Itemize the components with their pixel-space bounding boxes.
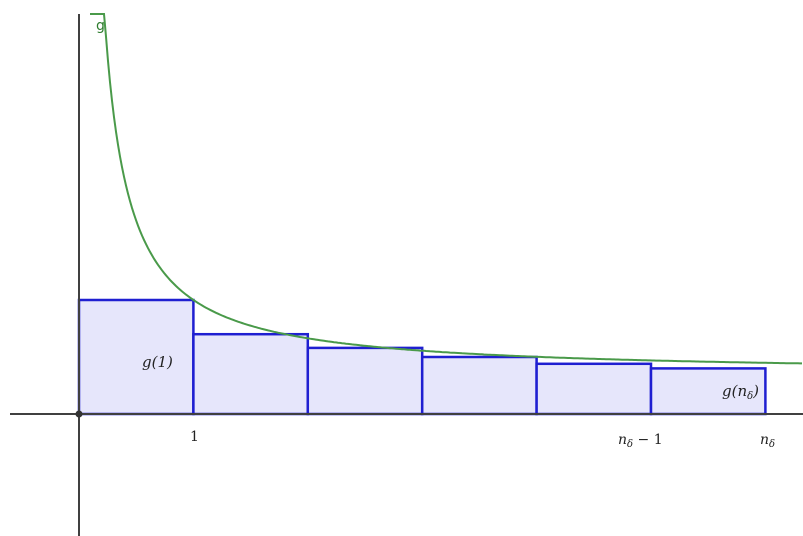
label-g-n-delta-sub: δ (747, 391, 753, 402)
tick-label-n-delta: nδ (760, 432, 775, 450)
tick-n-minus-one-base: n (618, 432, 627, 448)
tick-n-base: n (760, 432, 769, 448)
curve-g (90, 13, 802, 365)
label-g-n-delta: g(nδ) (722, 382, 759, 402)
tick-n-minus-one-rest: − 1 (633, 432, 663, 448)
tick-label-1: 1 (190, 429, 199, 445)
bar-4 (420, 355, 538, 416)
origin-point (75, 410, 83, 418)
tick-n-sub: δ (769, 439, 775, 450)
bars-group (77, 298, 767, 416)
bar-5 (535, 362, 653, 416)
tick-label-n-delta-minus-1: nδ − 1 (618, 432, 663, 450)
curve-label-g: g (96, 18, 105, 34)
label-g-1: g(1) (142, 353, 173, 371)
label-g-n-delta-base: g(n (722, 382, 747, 400)
bar-2 (192, 332, 310, 416)
bar-1 (77, 298, 195, 416)
bar-3 (306, 346, 424, 416)
tick-n-minus-one-sub: δ (627, 439, 633, 450)
label-g-n-delta-close: ) (752, 382, 759, 400)
